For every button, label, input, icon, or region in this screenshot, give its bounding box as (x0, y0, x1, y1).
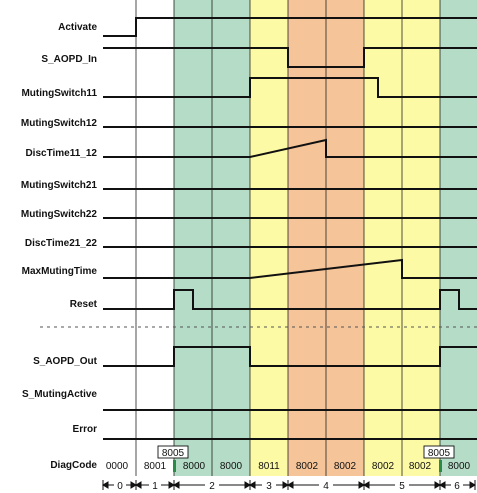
diag-code-1: 8001 (144, 461, 167, 472)
wave-activate (103, 17, 477, 37)
diag-code-6: 8002 (334, 461, 357, 472)
phase-label-0: 0 (117, 481, 123, 492)
diag-box-2-frame (423, 445, 455, 459)
bg-green-2 (440, 0, 477, 476)
diag-code-4: 8011 (258, 461, 280, 472)
phase-label-3: 3 (266, 481, 272, 492)
phase-arrows (102, 480, 476, 490)
wave-s-aopd-out (103, 346, 477, 367)
signal-label-s-aopd-out: S_AOPD_Out (33, 356, 98, 367)
diag-code-3: 8000 (220, 461, 243, 472)
phase-label-5: 5 (399, 481, 405, 492)
bg-yellow-1 (250, 0, 288, 476)
signal-label-s-aopd-in: S_AOPD_In (41, 54, 97, 65)
diag-tick-1 (173, 460, 176, 472)
signal-label-mutingswitch21: MutingSwitch21 (21, 180, 98, 191)
signal-label-disctime11-12: DiscTime11_12 (25, 148, 97, 159)
signal-label-diagcode: DiagCode (50, 460, 97, 471)
diag-code-8: 8002 (409, 461, 432, 472)
signal-label-maxmutingtime: MaxMutingTime (22, 266, 98, 277)
phase-label-6: 6 (454, 481, 460, 492)
diag-code-row: 0000 8001 8000 8000 8011 8002 8002 8002 … (106, 445, 471, 472)
wave-disctime11-12 (103, 138, 477, 158)
diag-code-2: 8000 (183, 461, 206, 472)
signal-labels: Activate S_AOPD_In MutingSwitch11 Muting… (21, 22, 98, 471)
diag-box-2: 8005 (428, 448, 451, 459)
diag-box-1: 8005 (162, 448, 185, 459)
signal-label-error: Error (73, 424, 98, 435)
wave-s-aopd-in (103, 47, 477, 68)
diag-code-5: 8002 (296, 461, 319, 472)
diag-code-0: 0000 (106, 461, 129, 472)
diag-box-1-frame (157, 445, 189, 459)
phase-label-4: 4 (323, 481, 329, 492)
signal-label-reset: Reset (70, 299, 98, 310)
diag-code-9: 8000 (448, 461, 471, 472)
signal-label-mutingswitch22: MutingSwitch22 (21, 209, 98, 220)
phase-label-2: 2 (209, 481, 215, 492)
diag-tick-2 (439, 460, 442, 472)
phase-labels: 0 1 2 3 4 5 6 (117, 481, 460, 492)
signal-label-s-mutingactive: S_MutingActive (22, 389, 97, 400)
phase-backgrounds (174, 0, 477, 476)
diag-code-7: 8002 (372, 461, 395, 472)
phase-label-1: 1 (152, 481, 158, 492)
signal-label-disctime21-22: DiscTime21_22 (25, 238, 98, 249)
grid-lines (135, 0, 441, 476)
signal-label-activate: Activate (58, 22, 97, 33)
wave-reset (103, 289, 477, 310)
signal-label-mutingswitch12: MutingSwitch12 (21, 118, 98, 129)
wave-maxmutingtime (103, 258, 477, 279)
wave-mutingswitch11 (103, 77, 477, 98)
signal-label-mutingswitch11: MutingSwitch11 (21, 88, 97, 99)
waveforms (103, 17, 477, 440)
